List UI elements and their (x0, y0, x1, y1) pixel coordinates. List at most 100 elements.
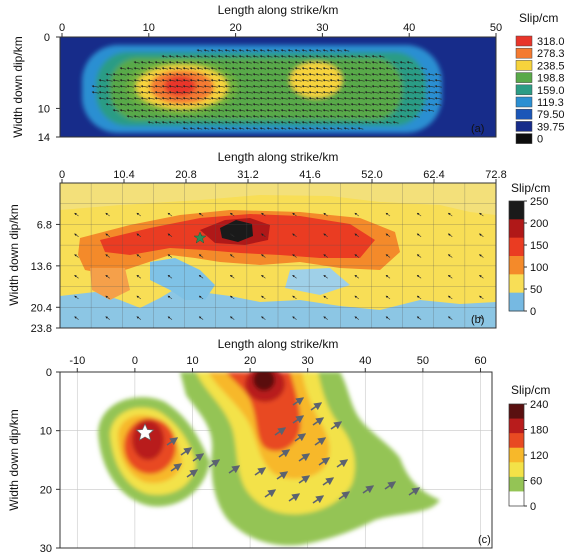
slip-arrow (136, 212, 142, 217)
slip-arrow (273, 79, 281, 82)
slip-arrow (105, 212, 110, 217)
slip-arrow (399, 109, 407, 112)
slip-arrow (203, 97, 211, 100)
panel-c-frame (59, 371, 493, 549)
slip-arrow (154, 103, 162, 106)
slip-arrow (371, 85, 379, 88)
slip-arrow (105, 73, 113, 76)
slip-arrow (336, 97, 344, 100)
slip-arrow (231, 91, 239, 94)
slip-arrow (126, 73, 134, 76)
slip-arrow (252, 73, 260, 76)
slip-arrow (98, 85, 106, 88)
slip-arrow (447, 295, 453, 300)
slip-arrow (261, 254, 266, 258)
slip-arrow (315, 127, 322, 130)
y-tick-label: 20 (40, 484, 52, 496)
slip-arrow (266, 127, 273, 130)
panel-c-slip-field (60, 372, 492, 548)
slip-arrow (182, 103, 190, 106)
slip-arrow (136, 254, 142, 258)
slip-arrow (322, 115, 329, 118)
slip-arrow (294, 97, 302, 100)
slip-arrow (434, 79, 442, 82)
slip-arrow (315, 97, 323, 100)
slip-arrow (175, 109, 183, 112)
slip-arrow (294, 79, 302, 82)
slip-arrow (330, 421, 343, 430)
slip-arrow (224, 61, 231, 64)
slip-arrow (323, 316, 328, 320)
slip-arrow (308, 91, 316, 94)
slip-arrow (343, 109, 351, 112)
slip-arrow (238, 61, 245, 64)
slip-arrow (406, 85, 414, 88)
slip-arrow (161, 91, 169, 94)
slip-arrow (350, 67, 358, 70)
slip-arrow (217, 55, 224, 58)
slip-arrow (147, 121, 154, 124)
slip-arrow (182, 97, 190, 100)
slip-arrow (308, 73, 316, 76)
legend-label: 79.50 (537, 109, 565, 121)
slip-arrow (182, 61, 189, 64)
slip-arrow (336, 127, 343, 130)
slip-arrow (259, 121, 266, 124)
slip-arrow (280, 67, 288, 70)
slip-arrow (420, 109, 428, 112)
slip-arrow (343, 85, 351, 88)
slip-arrow (406, 73, 414, 76)
slip-arrow (292, 415, 305, 424)
slip-arrow (266, 85, 274, 88)
slip-arrow (343, 121, 350, 124)
slip-arrow (266, 91, 274, 94)
slip-arrow (301, 67, 309, 70)
slip-arrow (292, 212, 297, 217)
slip-arrow (329, 109, 337, 112)
slip-arrow (350, 79, 358, 82)
slip-arrow (420, 103, 428, 106)
slip-arrow (294, 85, 302, 88)
slip-arrow (479, 212, 484, 217)
slip-arrow (161, 121, 168, 124)
slip-arrow (273, 55, 280, 58)
slip-arrow (378, 73, 386, 76)
slip-arrow (203, 127, 210, 130)
slip-arrow (203, 103, 211, 106)
slip-arrow (329, 121, 336, 124)
slip-arrow (336, 103, 344, 106)
x-tick-label: -10 (69, 355, 85, 367)
slip-arrow (378, 91, 386, 94)
slip-arrow (119, 85, 127, 88)
slip-arrow (203, 91, 211, 94)
slip-arrow (378, 85, 386, 88)
slip-arrow (140, 61, 147, 64)
slip-arrow (217, 115, 224, 118)
y-tick-label: 0 (46, 367, 52, 379)
slip-arrow (413, 115, 420, 118)
slip-arrow (133, 97, 141, 100)
panel-a-ylabel: Width down dip/km (11, 36, 25, 137)
slip-arrow (329, 91, 337, 94)
slip-arrow (392, 79, 400, 82)
slip-arrow (210, 97, 218, 100)
slip-arrow (231, 127, 238, 130)
panel-b-hypocenter-star-icon (193, 231, 207, 244)
slip-arrow (413, 79, 421, 82)
slip-arrow (224, 79, 232, 82)
slip-arrow (252, 79, 260, 82)
slip-arrow (378, 115, 385, 118)
slip-arrow (329, 67, 337, 70)
slip-arrow (231, 115, 238, 118)
slip-arrow (420, 85, 428, 88)
slip-arrow (406, 61, 413, 64)
slip-arrow (245, 127, 252, 130)
slip-arrow (261, 212, 266, 217)
slip-arrow (112, 85, 120, 88)
slip-arrow (364, 115, 371, 118)
slip-arrow (420, 91, 428, 94)
slip-arrow (210, 61, 217, 64)
slip-arrow (245, 55, 252, 58)
slip-arrow (238, 49, 245, 52)
slip-arrow (350, 121, 357, 124)
